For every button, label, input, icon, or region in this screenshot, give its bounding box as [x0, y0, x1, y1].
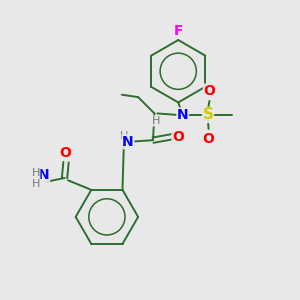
- Text: N: N: [122, 135, 134, 149]
- Text: H: H: [32, 168, 40, 178]
- Text: N: N: [177, 108, 188, 122]
- Text: O: O: [172, 130, 184, 144]
- Text: O: O: [59, 146, 71, 160]
- Text: F: F: [173, 23, 183, 38]
- Text: O: O: [203, 84, 215, 98]
- Text: O: O: [202, 132, 214, 146]
- Text: H: H: [120, 131, 128, 141]
- Text: S: S: [202, 107, 214, 122]
- Text: N: N: [38, 168, 50, 182]
- Text: H: H: [32, 179, 40, 189]
- Text: H: H: [152, 116, 160, 126]
